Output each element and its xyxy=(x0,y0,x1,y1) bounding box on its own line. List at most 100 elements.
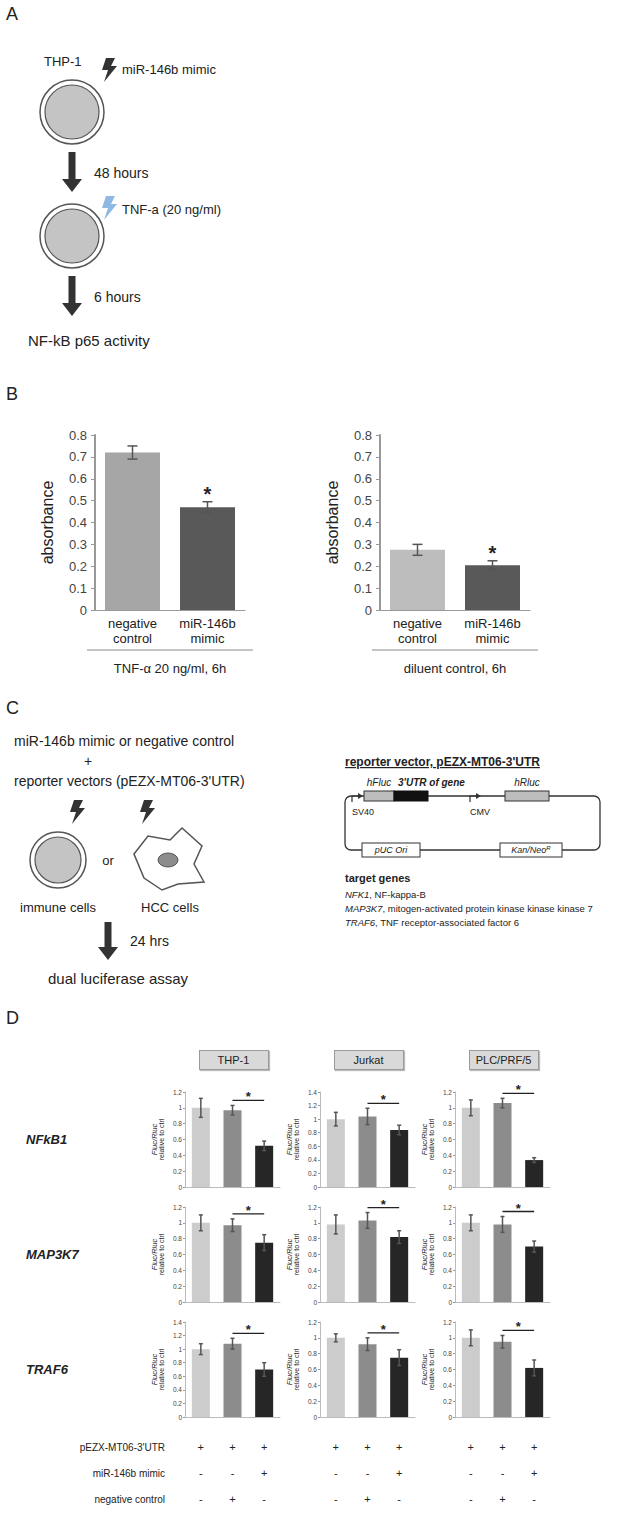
svg-text:0.2: 0.2 xyxy=(354,559,372,574)
svg-text:0.2: 0.2 xyxy=(173,1168,182,1175)
svg-text:0: 0 xyxy=(448,1414,452,1421)
svg-text:1.2: 1.2 xyxy=(443,1089,452,1096)
svg-text:negative: negative xyxy=(108,616,157,631)
svg-text:MAP3K7, mitogen-activated prot: MAP3K7, mitogen-activated protein kinase… xyxy=(345,903,593,914)
svg-text:1.4: 1.4 xyxy=(308,1089,317,1096)
svg-text:relative to ctrl: relative to ctrl xyxy=(293,1348,300,1390)
svg-text:0.2: 0.2 xyxy=(443,1168,452,1175)
svg-text:0.2: 0.2 xyxy=(173,1283,182,1290)
svg-text:target genes: target genes xyxy=(345,872,410,884)
svg-text:*: * xyxy=(516,1201,522,1216)
svg-text:0.6: 0.6 xyxy=(443,1251,452,1258)
svg-text:1.2: 1.2 xyxy=(173,1089,182,1096)
svg-text:0.6: 0.6 xyxy=(443,1136,452,1143)
svg-text:0.6: 0.6 xyxy=(308,1143,317,1150)
svg-text:1.2: 1.2 xyxy=(443,1204,452,1211)
svg-text:6 hours: 6 hours xyxy=(94,289,141,305)
svg-text:relative to ctrl: relative to ctrl xyxy=(428,1118,435,1160)
svg-text:0.2: 0.2 xyxy=(308,1398,317,1405)
svg-text:0.6: 0.6 xyxy=(69,471,87,486)
svg-text:0.3: 0.3 xyxy=(69,537,87,552)
svg-text:0: 0 xyxy=(313,1414,317,1421)
svg-text:C: C xyxy=(6,698,19,718)
svg-text:or: or xyxy=(102,853,114,868)
svg-text:TRAF6, TNF receptor-associated: TRAF6, TNF receptor-associated factor 6 xyxy=(345,917,519,928)
svg-text:0.6: 0.6 xyxy=(173,1251,182,1258)
svg-text:0.1: 0.1 xyxy=(69,581,87,596)
svg-text:hRluc: hRluc xyxy=(514,777,540,788)
svg-text:0.2: 0.2 xyxy=(69,559,87,574)
svg-text:0.4: 0.4 xyxy=(443,1267,452,1274)
svg-text:48 hours: 48 hours xyxy=(94,165,148,181)
svg-text:0.7: 0.7 xyxy=(69,449,87,464)
svg-text:miR-146b mimic or negative con: miR-146b mimic or negative control xyxy=(14,733,234,749)
svg-text:3'UTR of gene: 3'UTR of gene xyxy=(398,777,465,788)
svg-text:relative to ctrl: relative to ctrl xyxy=(293,1233,300,1275)
svg-text:control: control xyxy=(113,631,152,646)
svg-text:0.2: 0.2 xyxy=(308,1283,317,1290)
svg-text:THP-1: THP-1 xyxy=(44,54,82,69)
svg-text:1: 1 xyxy=(313,1219,317,1226)
svg-text:0.8: 0.8 xyxy=(69,428,87,443)
svg-text:0: 0 xyxy=(313,1299,317,1306)
svg-text:A: A xyxy=(6,4,18,24)
svg-text:1: 1 xyxy=(178,1104,182,1111)
svg-text:1.2: 1.2 xyxy=(308,1204,317,1211)
svg-text:*: * xyxy=(489,542,497,564)
svg-text:negative: negative xyxy=(393,616,442,631)
svg-text:0.6: 0.6 xyxy=(443,1366,452,1373)
svg-text:0: 0 xyxy=(313,1184,317,1191)
svg-text:0.4: 0.4 xyxy=(443,1152,452,1159)
svg-text:relative to ctrl: relative to ctrl xyxy=(293,1118,300,1160)
svg-text:*: * xyxy=(381,1322,387,1337)
svg-text:mimic: mimic xyxy=(476,631,510,646)
svg-text:+: + xyxy=(84,753,92,769)
svg-text:relative to ctrl: relative to ctrl xyxy=(158,1118,165,1160)
svg-text:0.4: 0.4 xyxy=(173,1267,182,1274)
svg-text:1: 1 xyxy=(448,1219,452,1226)
svg-text:absorbance: absorbance xyxy=(324,481,341,565)
svg-text:0: 0 xyxy=(178,1414,182,1421)
svg-text:1: 1 xyxy=(313,1116,317,1123)
svg-text:0.7: 0.7 xyxy=(354,449,372,464)
svg-text:1.2: 1.2 xyxy=(308,1319,317,1326)
svg-text:0.4: 0.4 xyxy=(354,515,372,530)
svg-text:relative to ctrl: relative to ctrl xyxy=(428,1348,435,1390)
svg-text:0.8: 0.8 xyxy=(443,1120,452,1127)
svg-text:D: D xyxy=(6,1008,19,1028)
svg-text:0.2: 0.2 xyxy=(173,1400,182,1407)
svg-text:0.8: 0.8 xyxy=(173,1235,182,1242)
svg-text:CMV: CMV xyxy=(470,807,490,817)
svg-text:relative to ctrl: relative to ctrl xyxy=(158,1233,165,1275)
svg-text:0.6: 0.6 xyxy=(173,1373,182,1380)
svg-text:0.4: 0.4 xyxy=(69,515,87,530)
svg-text:TNF-α 20 ng/ml, 6h: TNF-α 20 ng/ml, 6h xyxy=(114,661,226,676)
svg-text:1.2: 1.2 xyxy=(173,1204,182,1211)
svg-text:1: 1 xyxy=(313,1334,317,1341)
svg-text:0.8: 0.8 xyxy=(308,1129,317,1136)
svg-text:0.6: 0.6 xyxy=(354,471,372,486)
svg-text:0: 0 xyxy=(80,603,87,618)
svg-text:0.3: 0.3 xyxy=(354,537,372,552)
svg-text:HCC cells: HCC cells xyxy=(141,900,199,915)
svg-text:1: 1 xyxy=(448,1104,452,1111)
svg-text:0.4: 0.4 xyxy=(443,1382,452,1389)
svg-text:0.8: 0.8 xyxy=(173,1120,182,1127)
svg-text:*: * xyxy=(381,1197,387,1212)
svg-text:mimic: mimic xyxy=(191,631,225,646)
svg-text:TNF-a (20 ng/ml): TNF-a (20 ng/ml) xyxy=(122,202,221,217)
svg-text:1: 1 xyxy=(178,1219,182,1226)
svg-text:0: 0 xyxy=(448,1184,452,1191)
svg-text:0.4: 0.4 xyxy=(173,1152,182,1159)
svg-text:Kan/NeoR: Kan/NeoR xyxy=(511,845,551,855)
svg-text:immune cells: immune cells xyxy=(20,900,96,915)
svg-text:dual luciferase assay: dual luciferase assay xyxy=(48,970,189,987)
svg-text:relative to ctrl: relative to ctrl xyxy=(158,1348,165,1390)
svg-text:0.8: 0.8 xyxy=(443,1235,452,1242)
svg-text:0.8: 0.8 xyxy=(354,428,372,443)
svg-text:0: 0 xyxy=(365,603,372,618)
svg-text:SV40: SV40 xyxy=(352,807,374,817)
svg-text:0.4: 0.4 xyxy=(173,1386,182,1393)
svg-text:diluent control, 6h: diluent control, 6h xyxy=(404,661,507,676)
svg-text:1.4: 1.4 xyxy=(173,1319,182,1326)
